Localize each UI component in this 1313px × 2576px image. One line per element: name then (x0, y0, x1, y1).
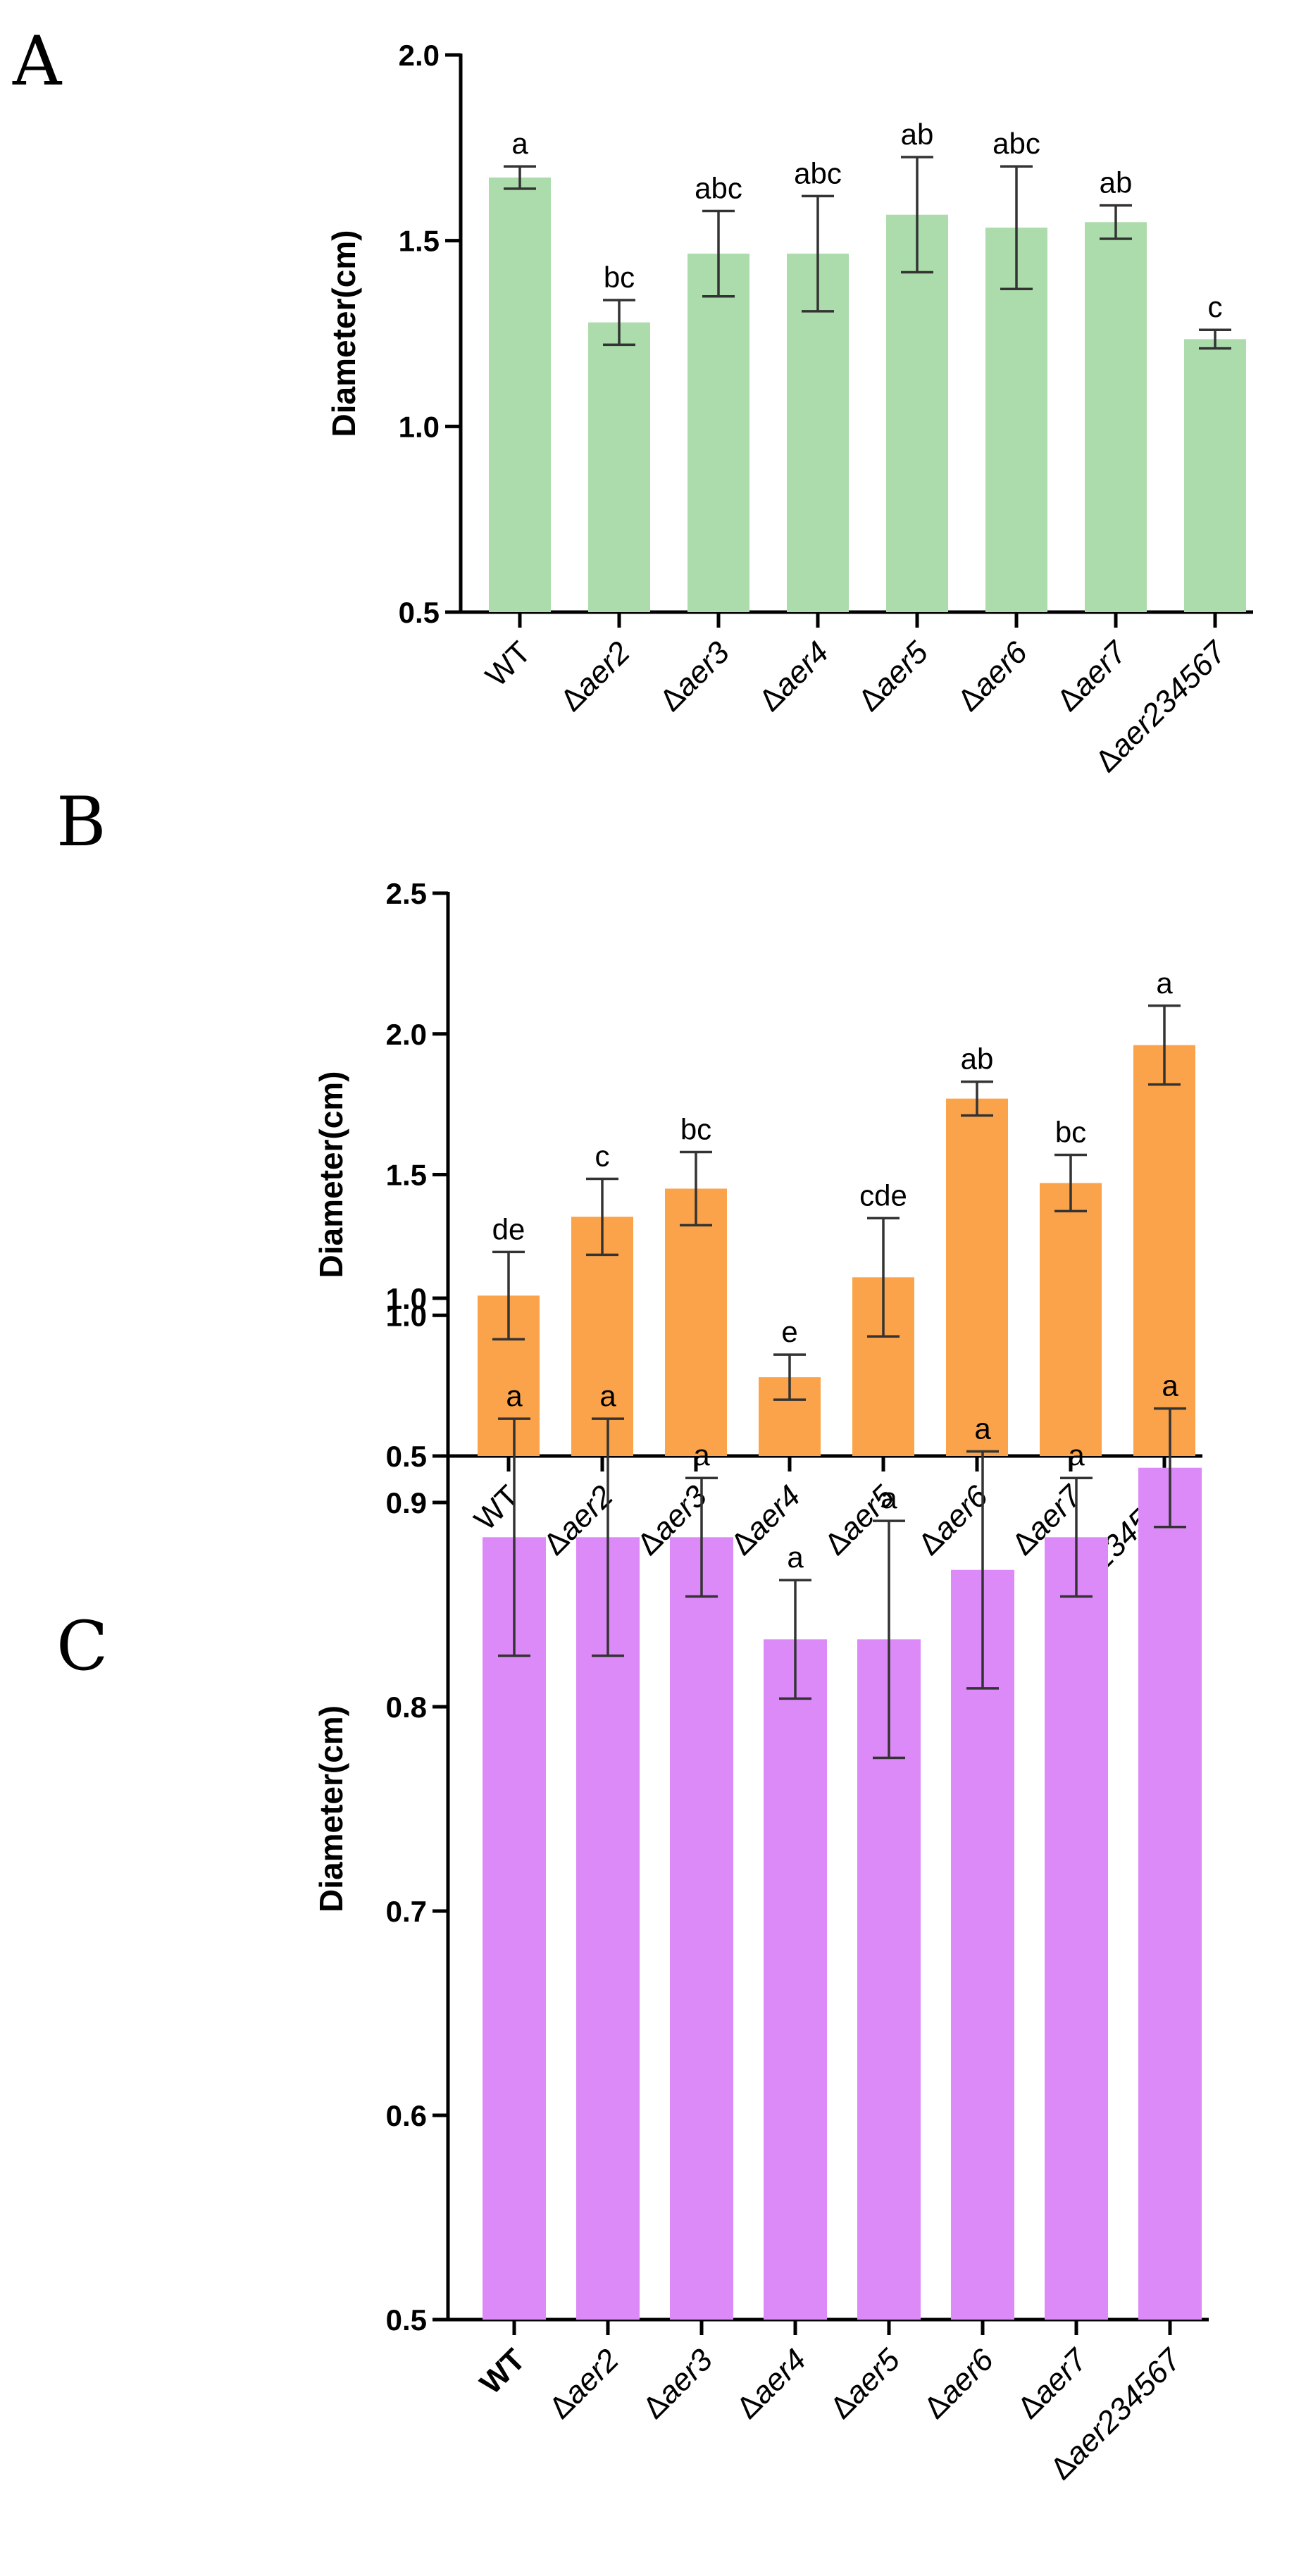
significance-label: bc (680, 1113, 711, 1146)
y-axis-label: Diameter(cm) (325, 230, 362, 437)
significance-label: a (506, 1379, 523, 1412)
bar (588, 322, 650, 612)
significance-label: a (787, 1541, 804, 1574)
y-tick-label: 1.0 (386, 1299, 427, 1332)
bar (489, 178, 551, 612)
y-tick-label: 1.5 (399, 225, 440, 258)
significance-label: bc (604, 261, 635, 294)
y-tick-label: 0.8 (386, 1691, 427, 1724)
x-tick-label: WT (468, 1479, 526, 1537)
significance-label: a (1068, 1438, 1085, 1471)
bar (1133, 1045, 1195, 1456)
y-axis-label: Diameter(cm) (313, 1071, 349, 1278)
y-axis-label: Diameter(cm) (313, 1705, 349, 1912)
x-tick-label: WT (479, 635, 537, 693)
y-tick-label: 1.5 (386, 1159, 427, 1192)
bar (1184, 339, 1246, 612)
x-tick-label: Δaer2 (554, 635, 637, 718)
x-tick-label: Δaer4 (752, 635, 835, 718)
significance-label: cde (859, 1178, 907, 1212)
significance-label: c (1208, 290, 1223, 323)
bar (985, 228, 1047, 613)
bar (576, 1537, 640, 2320)
panel-letter: B (56, 783, 106, 861)
y-tick-label: 0.7 (386, 1895, 427, 1928)
bar (886, 214, 948, 613)
x-tick-label: Δaer5 (852, 635, 935, 718)
significance-label: a (599, 1379, 616, 1412)
chart-panel-a: A0.51.01.52.0Diameter(cm)aWTbcΔaer2abcΔa… (12, 22, 1253, 779)
x-tick-label: Δaer7 (1050, 634, 1134, 718)
y-tick-label: 2.5 (386, 877, 427, 910)
significance-label: c (595, 1139, 610, 1172)
y-tick-label: 0.9 (386, 1486, 427, 1519)
y-tick-label: 0.5 (386, 1440, 427, 1473)
significance-label: e (781, 1315, 797, 1348)
x-tick-label: Δaer4 (730, 2342, 813, 2425)
significance-label: a (693, 1438, 710, 1471)
bar (687, 254, 749, 612)
significance-label: ab (1100, 166, 1133, 199)
x-tick-label: WT (473, 2342, 532, 2401)
x-tick-label: Δaer5 (823, 2342, 907, 2425)
significance-label: ab (961, 1043, 994, 1076)
bar (1045, 1537, 1108, 2320)
bar (1085, 222, 1147, 612)
y-tick-label: 0.6 (386, 2099, 427, 2132)
bar (764, 1639, 827, 2320)
bar (946, 1098, 1008, 1456)
significance-label: a (974, 1412, 991, 1445)
chart-panel-c: C 0.5 0.6 0.7 0.8 0.9 1.0 Diameter(cm) a WT a Δaer2… (56, 1282, 1209, 2487)
x-tick-label: Δaer2 (542, 2342, 626, 2425)
bar (1138, 1467, 1202, 2320)
y-tick-label: 2.0 (386, 1018, 427, 1051)
y-tick-label: 1.0 (386, 1282, 427, 1315)
bar (483, 1537, 546, 2320)
significance-label: de (492, 1212, 525, 1245)
y-tick-label: 0.5 (386, 2303, 427, 2337)
bar (1040, 1183, 1102, 1456)
significance-label: abc (695, 171, 742, 204)
significance-label: a (1162, 1369, 1178, 1402)
significance-label: abc (992, 127, 1040, 160)
significance-label: a (880, 1481, 897, 1514)
significance-label: a (511, 127, 528, 160)
panel-letter: C (56, 1607, 108, 1686)
x-tick-label: Δaer6 (951, 635, 1034, 718)
bar (951, 1569, 1014, 2320)
x-tick-label: Δaer7 (1011, 2341, 1095, 2425)
panel-letter: A (12, 22, 63, 101)
significance-label: ab (901, 118, 934, 151)
bar (665, 1188, 727, 1456)
significance-label: bc (1055, 1116, 1086, 1149)
y-tick-label: 0.5 (399, 596, 440, 629)
significance-label: abc (794, 156, 842, 189)
x-tick-label: Δaer3 (653, 635, 736, 718)
y-tick-label: 1.0 (399, 410, 440, 443)
significance-label: a (1156, 966, 1173, 1000)
x-tick-label: Δaer3 (636, 2342, 719, 2425)
x-tick-label: Δaer6 (917, 2342, 1000, 2425)
y-tick-label: 2.0 (399, 39, 440, 72)
bar (787, 254, 849, 612)
bar (571, 1217, 633, 1456)
bar (670, 1537, 733, 2320)
